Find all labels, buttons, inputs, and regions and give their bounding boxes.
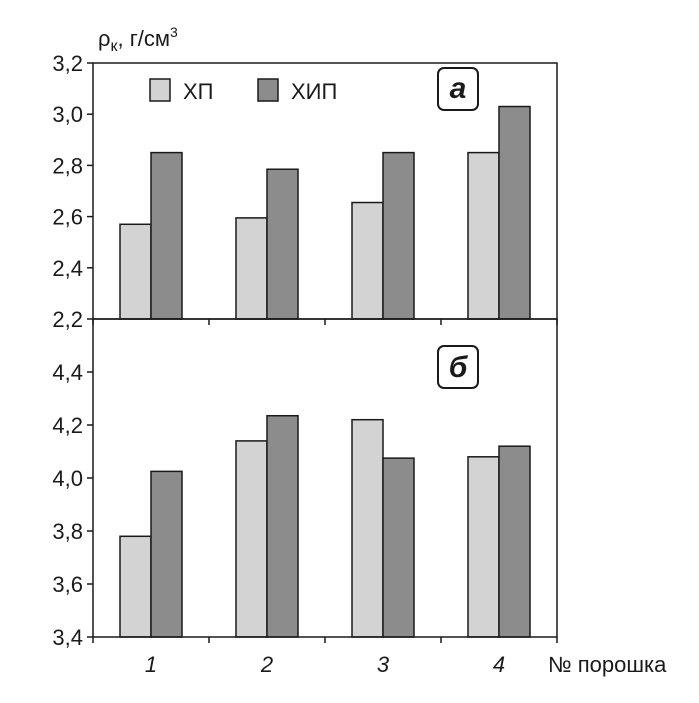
panel-letter-b: б: [449, 351, 469, 384]
y-tick-label: 2,8: [52, 153, 83, 178]
panel-letter-a: а: [450, 72, 467, 105]
y-tick-label: 3,8: [52, 519, 83, 544]
bar-p2-s1-c4: [467, 456, 500, 638]
y-tick-label: 3,0: [52, 102, 83, 127]
bar-p1-s1-c3: [351, 201, 384, 320]
bar-p2-s1-c2: [235, 440, 268, 638]
x-category-label: 1: [145, 652, 157, 677]
x-category-label: 4: [493, 652, 505, 677]
y-axis-title: ρк, г/см3: [98, 24, 178, 55]
legend-label-xp: ХП: [183, 79, 214, 104]
bar-p1-s2-c4: [498, 105, 531, 320]
bar-p2-s2-c4: [498, 445, 531, 638]
bar-p1-s1-c1: [119, 223, 152, 320]
y-tick-label: 3,4: [52, 625, 83, 650]
legend-label-xip: ХИП: [291, 79, 337, 104]
legend-swatch-xip: [257, 78, 279, 102]
bar-p2-s2-c2: [266, 414, 299, 638]
y-tick-label: 3,6: [52, 572, 83, 597]
bar-p2-s1-c1: [119, 535, 152, 638]
bar-p1-s1-c2: [235, 217, 268, 320]
bar-p1-s2-c2: [266, 168, 299, 320]
y-tick-label: 2,4: [52, 256, 83, 281]
panel-label-b: б: [437, 345, 479, 389]
bar-p2-s1-c3: [351, 418, 384, 638]
bar-p1-s2-c3: [382, 151, 415, 320]
panel-1: [119, 105, 531, 320]
y-tick-label: 4,0: [52, 466, 83, 491]
y-tick-label: 4,4: [52, 360, 83, 385]
panel-2: [119, 414, 531, 638]
y-tick-label: 4,2: [52, 413, 83, 438]
x-category-label: 2: [260, 652, 273, 677]
y-tick-label: 3,2: [52, 51, 83, 76]
bar-p2-s2-c3: [382, 457, 415, 638]
x-category-label: 3: [377, 652, 390, 677]
y-tick-label: 2,6: [52, 205, 83, 230]
x-axis-title: № порошка: [548, 652, 667, 677]
bar-p1-s1-c4: [467, 151, 500, 320]
bar-p1-s2-c1: [150, 151, 183, 320]
legend: ХП ХИП: [149, 78, 337, 104]
y-tick-label: 2,2: [52, 307, 83, 332]
bar-p2-s2-c1: [150, 470, 183, 638]
panel-label-a: а: [437, 67, 479, 111]
legend-swatch-xp: [149, 78, 171, 102]
